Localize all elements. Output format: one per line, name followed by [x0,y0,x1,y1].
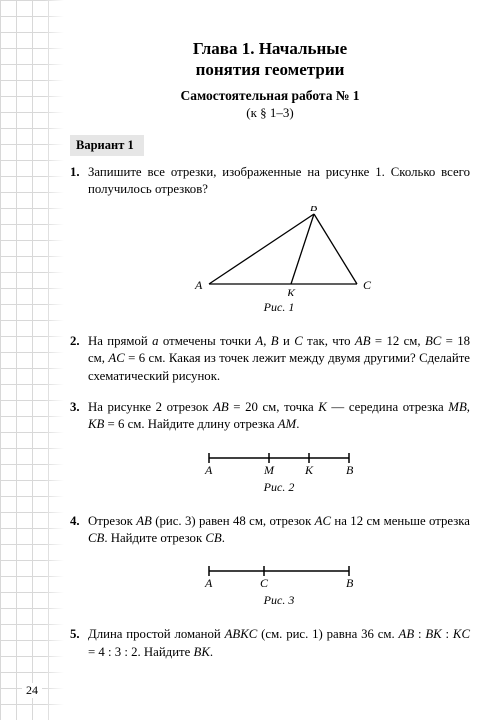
problem-4: 4. Отрезок AB (рис. 3) равен 48 см, отре… [70,513,470,613]
problem-body: Длина простой ломаной ABKC (см. рис. 1) … [88,626,470,661]
figure-1-svg: A B C K [179,206,379,296]
page-content: Глава 1. Начальные понятия геометрии Сам… [70,38,470,661]
problem-body: На прямой a отмечены точки A, B и C так,… [88,333,470,385]
problem-text: Отрезок AB (рис. 3) равен 48 см, отрезок… [88,514,470,545]
problem-text: Запишите все отрезки, изображенные на ри… [88,165,470,196]
svg-text:A: A [194,278,203,292]
problem-2: 2. На прямой a отмечены точки A, B и C т… [70,333,470,385]
work-subtitle: (к § 1–3) [70,105,470,121]
svg-text:M: M [263,463,275,476]
problem-number: 1. [70,164,88,320]
problem-text: На прямой a отмечены точки A, B и C так,… [88,334,470,383]
problem-number: 2. [70,333,88,385]
figure-2-caption: Рис. 2 [88,479,470,495]
problem-3: 3. На рисунке 2 отрезок AB = 20 см, точк… [70,399,470,499]
svg-text:B: B [346,576,354,589]
problem-body: На рисунке 2 отрезок AB = 20 см, точка K… [88,399,470,499]
problem-number: 4. [70,513,88,613]
svg-text:K: K [304,463,314,476]
svg-text:B: B [310,206,318,214]
problem-5: 5. Длина простой ломаной ABKC (см. рис. … [70,626,470,661]
figure-3-caption: Рис. 3 [88,592,470,608]
figure-3-svg: ACB [189,555,369,589]
grid-fade [0,0,64,720]
figure-3: A C B Рис. 3 [88,555,470,608]
chapter-line-1: Глава 1. Начальные [70,38,470,59]
figure-2-svg: AMKB [189,442,369,476]
svg-text:K: K [286,286,296,296]
svg-text:A: A [204,463,213,476]
problem-number: 5. [70,626,88,661]
svg-text:C: C [363,278,372,292]
figure-2: A M K B Рис. 2 [88,442,470,495]
chapter-line-2: понятия геометрии [70,59,470,80]
page-number: 24 [22,683,42,698]
problem-1: 1. Запишите все отрезки, изображенные на… [70,164,470,320]
work-title: Самостоятельная работа № 1 [70,88,470,104]
figure-1-caption: Рис. 1 [88,299,470,315]
problem-text: Длина простой ломаной ABKC (см. рис. 1) … [88,627,470,658]
variant-badge: Вариант 1 [70,135,144,156]
problem-body: Отрезок AB (рис. 3) равен 48 см, отрезок… [88,513,470,613]
problem-body: Запишите все отрезки, изображенные на ри… [88,164,470,320]
figure-1: A B C K Рис. 1 [88,206,470,315]
problem-text: На рисунке 2 отрезок AB = 20 см, точка K… [88,400,470,431]
svg-text:B: B [346,463,354,476]
problem-number: 3. [70,399,88,499]
svg-text:C: C [260,576,269,589]
svg-text:A: A [204,576,213,589]
chapter-title: Глава 1. Начальные понятия геометрии [70,38,470,81]
